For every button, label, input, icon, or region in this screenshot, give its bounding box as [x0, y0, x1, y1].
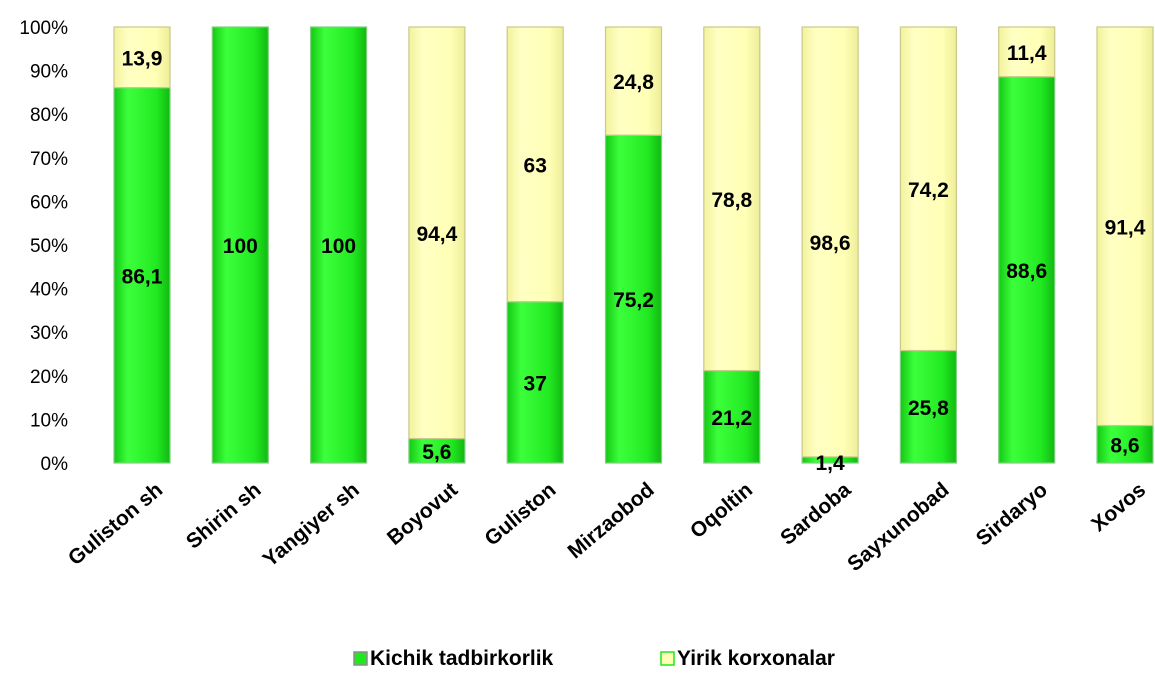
data-label: 86,1 [122, 265, 163, 288]
data-label: 88,6 [1006, 260, 1047, 283]
bar-segment-yirik [998, 26, 1056, 78]
data-label: 1,4 [815, 452, 845, 475]
data-label: 63 [524, 154, 547, 177]
bar-segment-kichik [703, 369, 761, 464]
data-label: 8,6 [1110, 434, 1139, 457]
data-label: 100 [223, 235, 258, 258]
y-tick-label: 80% [30, 105, 68, 126]
y-tick-label: 60% [30, 192, 68, 213]
y-tick-label: 30% [30, 323, 68, 344]
bar-segment-kichik [113, 87, 171, 464]
y-tick-label: 50% [30, 236, 68, 257]
data-label: 24,8 [613, 71, 654, 94]
bar-segment-kichik [998, 76, 1056, 464]
data-label: 98,6 [810, 232, 851, 255]
data-label: 25,8 [908, 397, 949, 420]
data-label: 100 [321, 235, 356, 258]
data-label: 94,4 [416, 223, 457, 246]
legend-swatch [353, 651, 368, 666]
x-category-label: Mirzaobod [563, 478, 658, 563]
data-label: 5,6 [422, 441, 451, 464]
bar-segment-yirik [801, 26, 859, 458]
data-label: 91,4 [1105, 216, 1146, 239]
x-category-label: Oqoltin [686, 478, 757, 543]
bar-segment-kichik [211, 26, 269, 464]
legend: Kichik tadbirkorlik Yirik korxonalar [353, 647, 835, 670]
bar-segment-kichik [604, 134, 663, 464]
bar-segment-yirik [506, 26, 564, 303]
x-category-label: Xovos [1087, 478, 1150, 536]
bar-segment-yirik [604, 26, 663, 136]
data-label: 11,4 [1007, 42, 1047, 65]
bar-segment-yirik [1096, 26, 1154, 427]
bars [113, 26, 1154, 464]
y-tick-label: 10% [30, 410, 68, 431]
bar-segment-kichik [506, 301, 564, 464]
legend-swatch [660, 651, 675, 666]
x-category-label: Yangiyer sh [259, 478, 364, 571]
x-category-label: Guliston sh [64, 478, 167, 570]
x-category-label: Guliston [480, 478, 560, 550]
x-category-label: Sayxunobad [843, 478, 953, 576]
y-tick-label: 70% [30, 149, 68, 170]
y-tick-label: 40% [30, 280, 68, 301]
data-label: 37 [524, 372, 547, 395]
bar-segment-yirik [113, 26, 171, 89]
y-tick-label: 0% [41, 454, 69, 475]
y-tick-label: 90% [30, 62, 68, 83]
legend-label: Kichik tadbirkorlik [370, 647, 554, 670]
bar-segment-kichik [310, 26, 368, 464]
bar-segment-kichik [899, 349, 958, 464]
y-axis: 0% 10% 20% 30% 40% 50% 60% 70% 80% 90% 100% [19, 18, 68, 475]
data-label: 74,2 [908, 179, 949, 202]
data-label: 78,8 [711, 189, 752, 212]
x-category-label: Boyovut [383, 478, 462, 550]
x-category-label: Sardoba [776, 478, 855, 550]
bar-segment-yirik [408, 26, 466, 440]
data-labels: 86,1 13,9 100 100 5,6 94,4 37 63 75,2 24,8 21,2 78,… [122, 42, 1146, 475]
x-category-label: Sirdaryo [972, 478, 1052, 550]
data-label: 13,9 [122, 47, 163, 70]
y-tick-label: 100% [19, 18, 68, 39]
bar-segment-yirik [703, 26, 761, 372]
data-label: 75,2 [613, 289, 654, 312]
bar-segment-yirik [899, 26, 958, 352]
data-label: 21,2 [711, 407, 752, 430]
x-category-label: Shirin sh [182, 478, 266, 553]
y-tick-label: 20% [30, 367, 68, 388]
legend-label: Yirik korxonalar [677, 647, 835, 670]
